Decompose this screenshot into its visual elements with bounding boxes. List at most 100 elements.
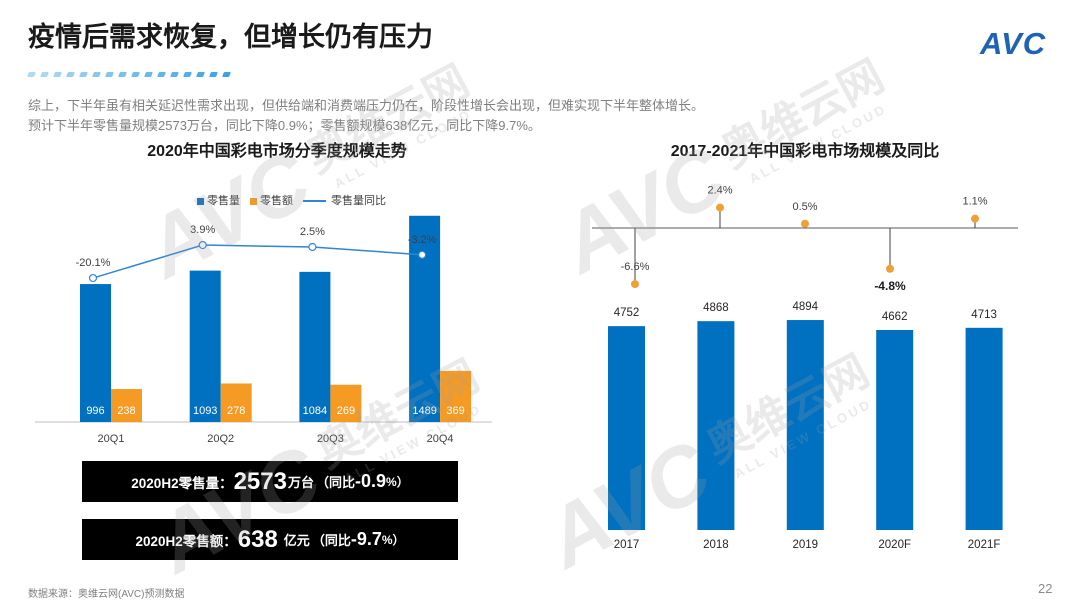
- category-label: 20Q3: [317, 433, 344, 445]
- bar-retail-volume: [189, 270, 221, 422]
- dash: [105, 72, 114, 77]
- highlight-unit: 万台: [287, 475, 314, 490]
- data-source-note: 数据来源：奥维云网(AVC)预测数据: [28, 589, 185, 600]
- bar-label-retail-value: 269: [337, 405, 355, 417]
- dash: [53, 72, 62, 77]
- category-label: 2019: [793, 539, 819, 551]
- yoy-line: [92, 244, 423, 279]
- yoy-label: 2.4%: [707, 185, 732, 197]
- bar-retail-volume: [409, 215, 441, 422]
- highlight-box-value: 2020H2零售额： 638 亿元 （同比 -9.7%）: [82, 519, 458, 560]
- page-title: 疫情后需求恢复，但增长仍有压力: [28, 22, 433, 52]
- legend-swatch-value: [250, 197, 257, 205]
- highlight-value: 638: [237, 525, 278, 553]
- bar-value-label: 4752: [614, 307, 640, 319]
- yoy-label: 1.1%: [962, 196, 987, 208]
- bar-retail-volume: [80, 284, 111, 422]
- bar-retail-value: [330, 384, 362, 422]
- legend-swatch-yoy: [303, 200, 326, 202]
- category-label: 2017: [614, 539, 640, 551]
- yoy-label: 2.5%: [300, 226, 325, 238]
- dash: [66, 72, 75, 77]
- bar-label-retail-value: 369: [446, 405, 464, 417]
- summary-text: 综上，下半年虽有相关延迟性需求出现，但供给端和消费端压力仍在，阶段性增长会出现，…: [28, 96, 704, 136]
- yoy-label: -20.1%: [76, 257, 111, 269]
- yoy-dot: [886, 264, 894, 273]
- bar-label-retail-volume: 1489: [412, 405, 436, 417]
- summary-line-2: 预计下半年零售量规模2573万台，同比下降0.9%；零售额规模638亿元，同比下…: [28, 118, 541, 133]
- legend-swatch-volume: [197, 197, 204, 205]
- category-label: 20Q2: [207, 433, 234, 445]
- category-label: 2018: [703, 539, 729, 551]
- legend-label-value: 零售额: [260, 195, 293, 207]
- yoy-dot: [971, 214, 979, 223]
- highlight-yoy-close: %）: [386, 475, 409, 489]
- highlight-yoy-open: （同比: [311, 533, 351, 548]
- dash: [27, 72, 36, 77]
- bar-market-size: [786, 320, 824, 530]
- yoy-marker: [88, 273, 98, 283]
- dash: [209, 72, 218, 77]
- dash: [222, 72, 231, 77]
- category-label: 20Q4: [427, 433, 454, 445]
- dash: [157, 72, 166, 77]
- bar-retail-volume: [299, 271, 331, 422]
- quarterly-chart-title: 2020年中国彩电市场分季度规模走势: [147, 143, 407, 160]
- dash: [92, 72, 101, 77]
- category-label: 20Q1: [98, 433, 125, 445]
- yoy-label: 0.5%: [792, 201, 817, 213]
- annual-chart-title: 2017-2021年中国彩电市场规模及同比: [670, 143, 940, 160]
- bar-value-label: 4868: [703, 302, 729, 314]
- highlight-yoy-close: %）: [381, 533, 405, 547]
- bar-retail-value: [111, 389, 142, 422]
- yoy-label: -6.6%: [621, 261, 650, 273]
- dash: [79, 72, 88, 77]
- dash: [170, 72, 179, 77]
- highlight-unit: 亿元: [283, 533, 310, 548]
- yoy-dot: [631, 280, 639, 289]
- yoy-label: 3.9%: [190, 224, 215, 236]
- bar-value-label: 4662: [882, 311, 908, 323]
- bar-market-size: [876, 330, 914, 530]
- bar-market-size: [608, 326, 645, 530]
- title-underline-dashes: [27, 72, 231, 77]
- bar-value-label: 4894: [793, 301, 819, 313]
- dash: [40, 72, 49, 77]
- bar-label-retail-volume: 1093: [193, 405, 217, 417]
- highlight-label: 2020H2零售量：: [131, 475, 233, 491]
- bar-label-retail-volume: 996: [86, 405, 104, 417]
- bar-retail-value: [440, 370, 472, 422]
- dash: [144, 72, 153, 77]
- highlight-label: 2020H2零售额：: [135, 533, 237, 549]
- annual-chart: 4752 2017 4868 2018 4894 2019 4662 2020F 4713 202…: [592, 185, 1018, 551]
- dash: [131, 72, 140, 77]
- dash: [118, 72, 127, 77]
- highlight-yoy-value: -0.9: [355, 471, 387, 491]
- legend-item-yoy: 零售量同比: [303, 194, 386, 208]
- yoy-label: -3.2%: [408, 234, 437, 246]
- quarterly-chart-legend: 零售量 零售额 零售量同比: [197, 194, 396, 208]
- page-number: 22: [1038, 581, 1053, 596]
- yoy-dot: [801, 219, 809, 228]
- yoy-marker: [418, 250, 427, 259]
- bar-market-size: [697, 321, 735, 530]
- legend-label-volume: 零售量: [207, 195, 240, 207]
- bar-retail-value: [220, 383, 252, 422]
- yoy-dot: [716, 203, 724, 212]
- bar-label-retail-value: 278: [227, 405, 245, 417]
- quarterly-chart: 996 238 20Q1 1093 278 20Q2 1084 269 20Q3 1489 369 2…: [35, 215, 492, 445]
- dash: [183, 72, 192, 77]
- highlight-yoy-open: （同比: [315, 475, 355, 490]
- legend-item-value: 零售额: [250, 194, 293, 208]
- bar-market-size: [965, 327, 1003, 530]
- legend-item-volume: 零售量: [197, 194, 240, 208]
- highlight-value: 2573: [233, 467, 287, 495]
- bar-value-label: 4713: [971, 309, 997, 321]
- yoy-marker: [198, 240, 207, 250]
- bar-label-retail-value: 238: [117, 405, 135, 417]
- yoy-marker: [308, 242, 317, 252]
- highlight-box-volume: 2020H2零售量： 2573 万台 （同比 -0.9%）: [82, 461, 458, 502]
- summary-line-1: 综上，下半年虽有相关延迟性需求出现，但供给端和消费端压力仍在，阶段性增长会出现，…: [28, 98, 705, 113]
- dash: [196, 72, 205, 77]
- avc-logo: AVC: [980, 26, 1047, 61]
